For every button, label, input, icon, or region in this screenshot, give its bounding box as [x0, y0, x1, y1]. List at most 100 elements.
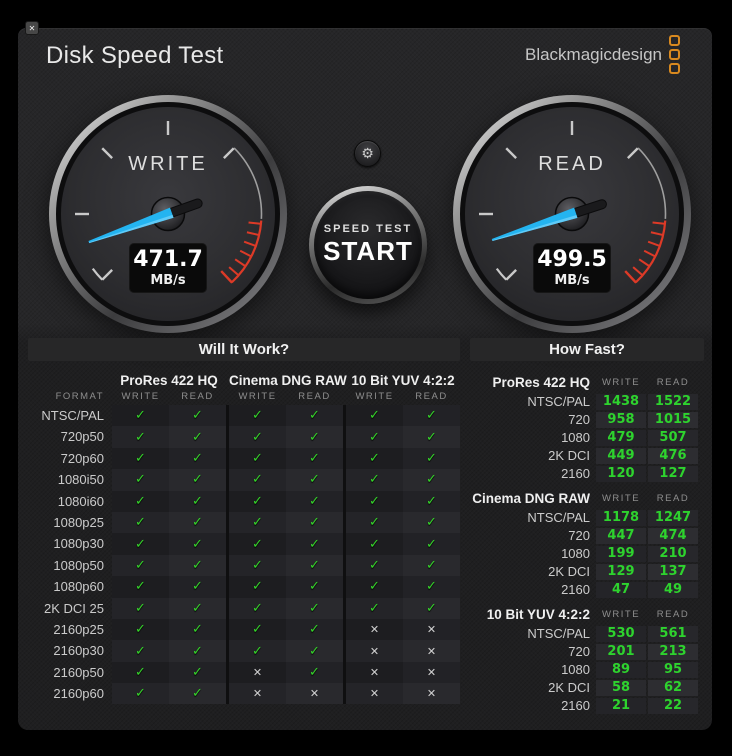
- write-value-cell: 1178: [596, 510, 646, 526]
- check-icon: ✓: [369, 536, 380, 552]
- column-separator: [343, 447, 346, 470]
- table-row: 720 447 474: [470, 527, 704, 545]
- will-it-work-table: NTSC/PAL ✓ ✓ ✓ ✓ ✓ ✓ 720p50 ✓ ✓ ✓ ✓ ✓ ✓ 720p60 ✓ ✓ ✓ ✓ ✓ ✓ 10…: [28, 405, 460, 705]
- howfast-group: Cinema DNG RAW WRITE READ NTSC/PAL 1178 1247 7…: [470, 491, 704, 599]
- codec-group-label: Cinema DNG RAW: [472, 491, 590, 506]
- read-header: READ: [656, 493, 690, 504]
- read-value-cell: 62: [648, 680, 698, 696]
- write-dial: [49, 95, 287, 333]
- read-value-cell: 1015: [648, 412, 698, 428]
- format-label: 1080p50: [53, 557, 104, 573]
- result-cell: ✓: [169, 597, 226, 619]
- result-cell: ✕: [346, 683, 403, 705]
- format-label: 2160p30: [53, 643, 104, 659]
- cross-icon: ✕: [369, 644, 380, 658]
- column-separator: [226, 576, 229, 598]
- howfast-group: 10 Bit YUV 4:2:2 WRITE READ NTSC/PAL 530 561 7…: [470, 607, 704, 715]
- close-button[interactable]: ✕: [25, 21, 39, 35]
- check-icon: ✓: [309, 579, 320, 595]
- result-cell: ✓: [229, 640, 286, 662]
- column-separator: [343, 511, 346, 534]
- check-icon: ✓: [309, 450, 320, 466]
- write-value-box: 471.7 MB/s: [129, 243, 207, 293]
- format-label: 1080i50: [57, 472, 104, 488]
- check-icon: ✓: [252, 450, 263, 466]
- write-value-cell: 89: [596, 662, 646, 678]
- codec-group-label: ProRes 422 HQ: [120, 373, 218, 388]
- result-cell: ✓: [112, 405, 169, 427]
- write-gauge: WRITE 471.7 MB/s: [33, 79, 303, 349]
- table-row: 1080i50 ✓ ✓ ✓ ✓ ✓ ✓: [28, 469, 460, 491]
- check-icon: ✓: [369, 493, 380, 509]
- result-cell: ✓: [112, 661, 169, 684]
- column-separator: [343, 597, 346, 619]
- result-cell: ✓: [286, 661, 343, 684]
- result-cell: ✓: [112, 640, 169, 662]
- format-label: 2K DCI 25: [44, 600, 104, 616]
- write-header: WRITE: [238, 391, 277, 402]
- check-icon: ✓: [192, 450, 203, 466]
- check-icon: ✓: [252, 622, 263, 638]
- codec-group-label: 10 Bit YUV 4:2:2: [351, 373, 455, 388]
- result-cell: ✓: [229, 618, 286, 641]
- check-icon: ✓: [192, 664, 203, 680]
- column-separator: [343, 683, 346, 705]
- check-icon: ✓: [309, 515, 320, 531]
- table-row: 720p60 ✓ ✓ ✓ ✓ ✓ ✓: [28, 447, 460, 470]
- brand: Blackmagicdesign: [525, 35, 680, 74]
- check-icon: ✓: [252, 515, 263, 531]
- column-separator: [226, 405, 229, 427]
- result-cell: ✓: [112, 618, 169, 641]
- result-cell: ✕: [346, 661, 403, 684]
- result-cell: ✓: [286, 447, 343, 470]
- result-cell: ✓: [112, 533, 169, 555]
- column-separator: [226, 640, 229, 662]
- table-row: 2160p50 ✓ ✓ ✕ ✓ ✕ ✕: [28, 661, 460, 684]
- codec-group-headers: ProRes 422 HQ Cinema DNG RAW 10 Bit YUV …: [28, 372, 460, 389]
- result-cell: ✓: [403, 469, 460, 491]
- write-value-cell: 21: [596, 698, 646, 714]
- column-separator: [343, 490, 346, 512]
- check-icon: ✓: [135, 450, 146, 466]
- group-header: 10 Bit YUV 4:2:2 WRITE READ: [470, 607, 704, 623]
- settings-button[interactable]: ⚙: [354, 140, 381, 167]
- check-icon: ✓: [252, 536, 263, 552]
- format-label: NTSC/PAL: [527, 626, 590, 641]
- cross-icon: ✕: [252, 665, 263, 679]
- start-button-face: SPEED TEST START: [314, 191, 422, 299]
- result-cell: ✓: [286, 640, 343, 662]
- codec-group-label: 10 Bit YUV 4:2:2: [486, 607, 590, 622]
- read-gauge-label: READ: [538, 153, 606, 175]
- check-icon: ✓: [426, 579, 437, 595]
- check-icon: ✓: [192, 579, 203, 595]
- result-cell: ✓: [112, 683, 169, 705]
- check-icon: ✓: [252, 408, 263, 424]
- cross-icon: ✕: [369, 665, 380, 679]
- result-cell: ✓: [403, 447, 460, 470]
- result-cell: ✕: [286, 683, 343, 705]
- check-icon: ✓: [309, 429, 320, 445]
- read-unit: MB/s: [554, 273, 590, 288]
- result-cell: ✓: [169, 490, 226, 512]
- check-icon: ✓: [192, 472, 203, 488]
- cross-icon: ✕: [426, 687, 437, 701]
- cross-icon: ✕: [252, 687, 263, 701]
- cross-icon: ✕: [309, 687, 320, 701]
- read-value-cell: 1522: [648, 394, 698, 410]
- result-cell: ✓: [403, 533, 460, 555]
- format-label: 2160p50: [53, 664, 104, 680]
- result-cell: ✓: [346, 576, 403, 598]
- start-button[interactable]: SPEED TEST START: [309, 186, 427, 304]
- check-icon: ✓: [309, 643, 320, 659]
- format-label: 720: [568, 528, 590, 543]
- format-label: 2160: [561, 466, 590, 481]
- result-cell: ✓: [229, 576, 286, 598]
- write-value-cell: 530: [596, 626, 646, 642]
- read-header: READ: [181, 391, 214, 402]
- column-separator: [226, 511, 229, 534]
- check-icon: ✓: [369, 600, 380, 616]
- format-label: 1080p30: [53, 536, 104, 552]
- result-cell: ✓: [112, 426, 169, 448]
- table-row: 2K DCI 449 476: [470, 447, 704, 465]
- result-cell: ✓: [403, 576, 460, 598]
